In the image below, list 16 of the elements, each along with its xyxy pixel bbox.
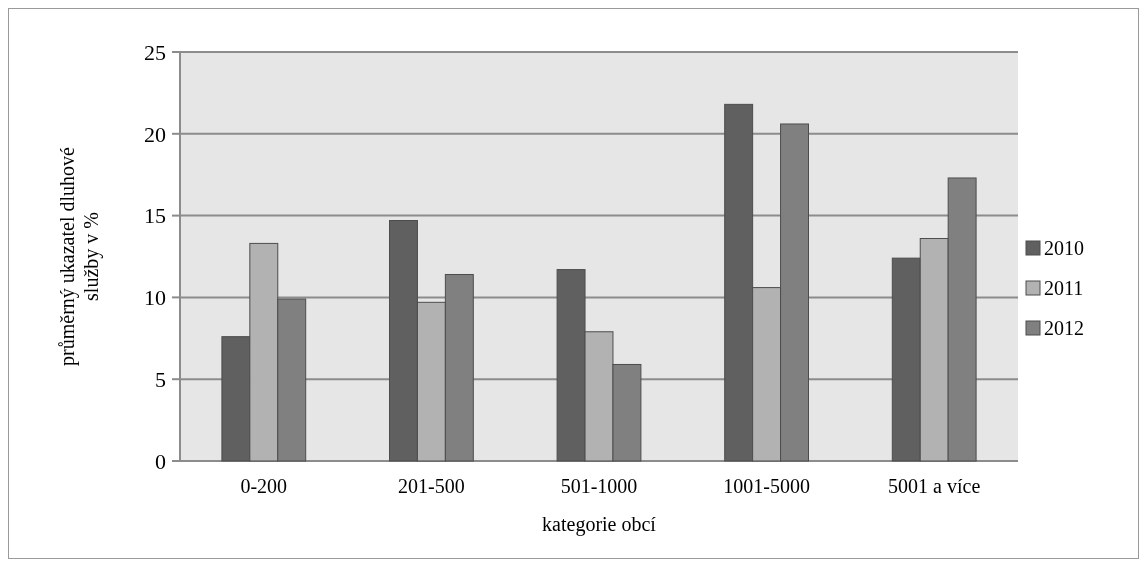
y-tick-label: 10 bbox=[144, 285, 166, 311]
legend-label: 2011 bbox=[1044, 277, 1084, 299]
x-tick-label: 5001 a více bbox=[888, 475, 981, 497]
legend-label: 2012 bbox=[1044, 317, 1084, 339]
x-tick-label: 501-1000 bbox=[560, 475, 638, 497]
y-tick-label: 5 bbox=[155, 366, 166, 392]
y-tick-label: 15 bbox=[144, 203, 166, 229]
x-axis-title: kategorie obcí bbox=[542, 513, 657, 536]
y-tick-label: 0 bbox=[155, 448, 166, 474]
x-tick-label: 201-500 bbox=[398, 475, 465, 497]
y-tick-label: 25 bbox=[144, 39, 166, 65]
x-tick-label: 0-200 bbox=[240, 475, 288, 497]
legend-label: 2010 bbox=[1044, 237, 1084, 259]
y-tick-label: 20 bbox=[144, 121, 166, 147]
x-tick-label: 1001-5000 bbox=[723, 475, 810, 497]
y-axis-title: průměrný ukazatel dluhové služby v % bbox=[56, 146, 103, 366]
